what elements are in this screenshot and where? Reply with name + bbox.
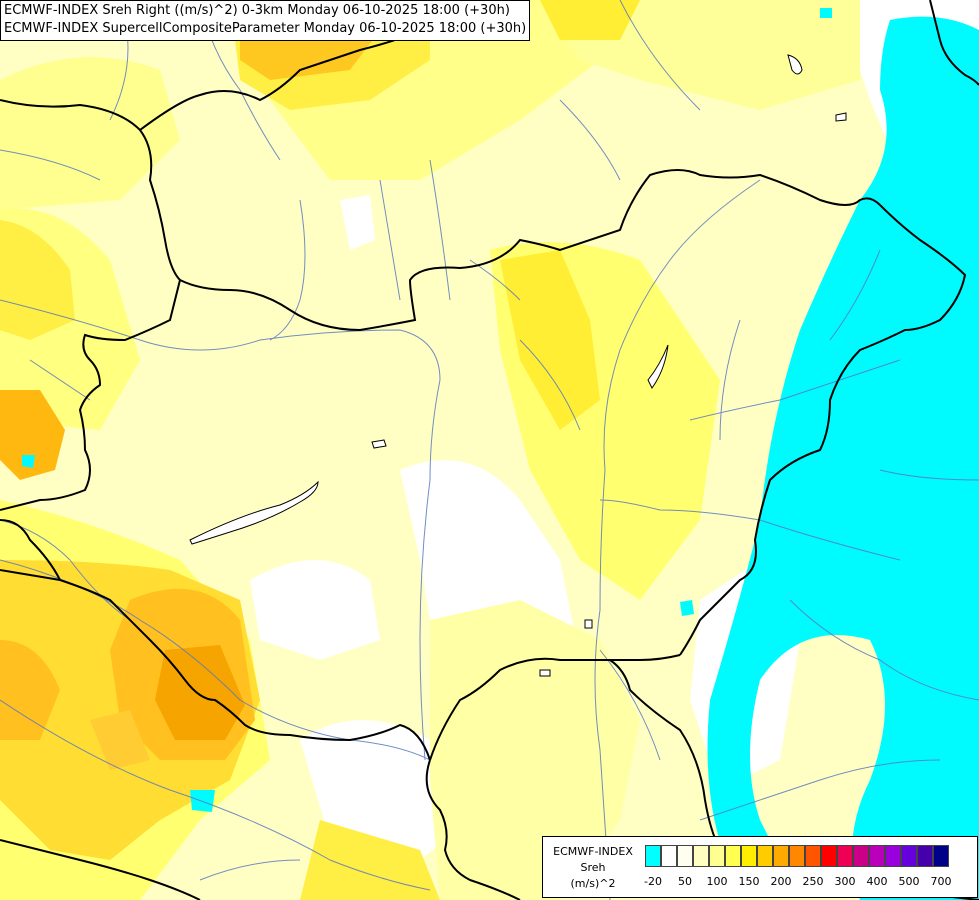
river-west-3 (0, 149, 101, 181)
river-center-2 (719, 319, 741, 441)
legend-swatch (773, 845, 789, 867)
gold-zone-central (500, 250, 600, 430)
river-south-2 (699, 759, 941, 821)
lake-small-4 (647, 344, 669, 389)
river-morava (269, 199, 306, 341)
legend-tick-label: 50 (678, 875, 692, 888)
lake-balaton (189, 480, 319, 545)
legend-swatch (725, 845, 741, 867)
orange-zone-far-south (0, 640, 60, 740)
border-serbia-romania (610, 654, 681, 661)
river-ipel (469, 259, 521, 301)
cyan-patch-ne (820, 8, 832, 18)
legend-swatch (869, 845, 885, 867)
white-area-north-small (340, 195, 375, 250)
river-hron (429, 159, 451, 301)
river-east-2 (789, 599, 979, 701)
cyan-zone-east-inner-white (903, 377, 979, 565)
legend-tick-label: 200 (770, 875, 792, 888)
gold-zone-west (0, 220, 75, 340)
border-hungary-croatia (0, 569, 431, 761)
river-north-4 (619, 0, 701, 111)
border-far-west (0, 519, 61, 581)
legend-source: ECMWF-INDEX (553, 845, 633, 858)
cyan-patch-west (22, 455, 35, 468)
title-line-1: ECMWF-INDEX Sreh Right ((m/s)^2) 0-3km M… (4, 3, 510, 18)
border-slovakia-hungary (179, 169, 881, 332)
lake-small-2 (787, 54, 803, 75)
border-czech-north (139, 0, 441, 131)
title-line-2: ECMWF-INDEX SupercellCompositeParameter … (4, 21, 527, 36)
border-croatia-serbia-south (425, 759, 521, 900)
legend-swatch (709, 845, 725, 867)
legend-swatch (677, 845, 693, 867)
river-somes (689, 359, 901, 421)
legend-swatch (693, 845, 709, 867)
border-ne-ukraine (929, 0, 979, 86)
river-south-3 (199, 859, 301, 881)
river-tisza (594, 179, 761, 900)
legend-swatch (885, 845, 901, 867)
lake-small-5 (584, 619, 593, 629)
legend-tick-label: 250 (802, 875, 824, 888)
legend-tick-label: 100 (706, 875, 728, 888)
lake-small-6 (539, 669, 551, 677)
orange-zone-west (0, 390, 65, 480)
legend-swatch (837, 845, 853, 867)
river-west-1 (0, 519, 131, 621)
river-east-1 (879, 469, 979, 481)
legend-tick-label: 150 (738, 875, 760, 888)
legend-swatch (645, 845, 661, 867)
legend-swatch (853, 845, 869, 867)
border-nw-corner (0, 839, 201, 900)
border-austria-czech (0, 99, 181, 281)
legend-swatch (805, 845, 821, 867)
yellow-zone-south (430, 600, 640, 900)
legend-swatch (821, 845, 837, 867)
legend-swatch (757, 845, 773, 867)
lake-small-3 (835, 112, 847, 122)
white-area-west-center (250, 560, 380, 660)
cyan-patch-center (680, 600, 694, 616)
gold-zone-south-edge (300, 820, 440, 900)
legend-swatch (917, 845, 933, 867)
legend-swatch (741, 845, 757, 867)
lakes (189, 54, 847, 677)
border-hungary-romania (679, 204, 967, 656)
legend-tick-label: 400 (866, 875, 888, 888)
river-center-3 (829, 249, 881, 341)
legend-tick-label: -20 (644, 875, 662, 888)
legend-tick-label: 300 (834, 875, 856, 888)
river-sava (0, 699, 431, 891)
map-title: ECMWF-INDEX Sreh Right ((m/s)^2) 0-3km M… (0, 0, 531, 41)
river-danube-upper (0, 299, 441, 761)
orange-zone-bottom (90, 710, 150, 770)
orange-zone-southcore (155, 645, 245, 740)
legend-tick-label: 700 (930, 875, 952, 888)
river-vah (379, 179, 401, 301)
legend: ECMWF-INDEX Sreh (m/s)^2 -20 50 100 150 200 2… (542, 836, 978, 898)
river-north-3 (559, 99, 621, 181)
river-south-1 (599, 649, 661, 761)
legend-swatch (933, 845, 949, 867)
legend-swatch (901, 845, 917, 867)
river-mures (599, 499, 901, 561)
legend-swatch (661, 845, 677, 867)
border-austria-hungary (0, 279, 181, 511)
legend-parameter: Sreh (580, 861, 606, 874)
lake-small-1 (371, 439, 387, 449)
gold-zone-ne-corner (540, 0, 640, 40)
yellow-zone-northwest (0, 57, 180, 211)
river-west-2 (29, 359, 91, 401)
legend-tick-label: 500 (898, 875, 920, 888)
legend-unit: (m/s)^2 (570, 877, 616, 890)
legend-swatch (789, 845, 805, 867)
river-center-1 (519, 339, 581, 431)
